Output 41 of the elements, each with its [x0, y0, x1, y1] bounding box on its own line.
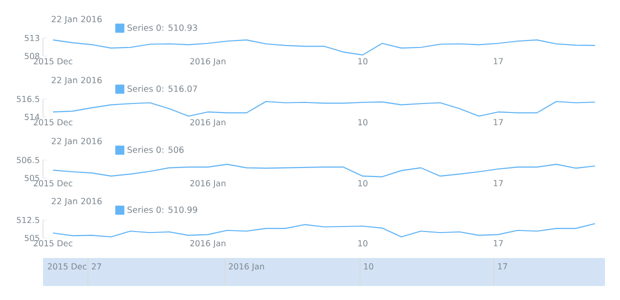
y-tick-label: 516.5	[16, 96, 40, 102]
chart-title: 22 Jan 2016	[52, 76, 102, 85]
chart-title: 22 Jan 2016	[52, 16, 102, 24]
text: 17	[498, 263, 508, 270]
text: 2016 Jan	[228, 263, 264, 272]
legend-label: Series 0: 510.99	[128, 206, 198, 213]
x-tick-label: 2015 Dec	[34, 58, 72, 64]
chart-title: 22 Jan 2016	[52, 138, 102, 146]
line-series	[52, 164, 596, 178]
x-tick-label: 10	[358, 240, 368, 246]
x-tick-label: 17	[494, 240, 503, 246]
chart-title: 22 Jan 2016	[52, 198, 102, 206]
x-tick-label: 2015 Dec	[34, 119, 72, 126]
x-tick-label: 2016 Jan	[190, 58, 226, 66]
y-tick-label: 514	[24, 114, 40, 120]
x-tick-label: 2016 Jan	[190, 119, 226, 127]
y-tick-label: 505	[24, 174, 40, 182]
y-tick-label: 505	[24, 234, 40, 242]
x-tick-label: 2016 Jan	[190, 180, 226, 188]
x-tick-label: 10	[358, 180, 368, 186]
x-tick-label: 2016 Jan	[190, 240, 226, 248]
text: 10	[364, 263, 374, 270]
x-tick-label: 2015 Dec	[34, 180, 72, 186]
y-tick-label: 513	[24, 34, 40, 42]
x-tick-label: 17	[494, 58, 503, 64]
x-tick-label: 17	[494, 119, 503, 126]
y-tick-label: 512.5	[16, 216, 40, 224]
y-tick-label: 508	[24, 52, 40, 60]
legend-label: Series 0: 516.07	[128, 85, 197, 92]
x-tick-label: 10	[358, 58, 368, 64]
line-series	[52, 39, 596, 56]
line-series	[52, 100, 596, 117]
line-series	[52, 223, 596, 238]
legend-label: Series 0: 506	[128, 146, 184, 153]
legend-label: Series 0: 510.93	[128, 24, 198, 31]
y-tick-label: 506.5	[16, 156, 40, 164]
x-tick-label: 2015 Dec	[34, 240, 72, 246]
text: 2015 Dec	[48, 263, 86, 270]
x-tick-label: 17	[494, 180, 503, 186]
text: 27	[92, 263, 102, 270]
x-tick-label: 10	[358, 119, 368, 126]
